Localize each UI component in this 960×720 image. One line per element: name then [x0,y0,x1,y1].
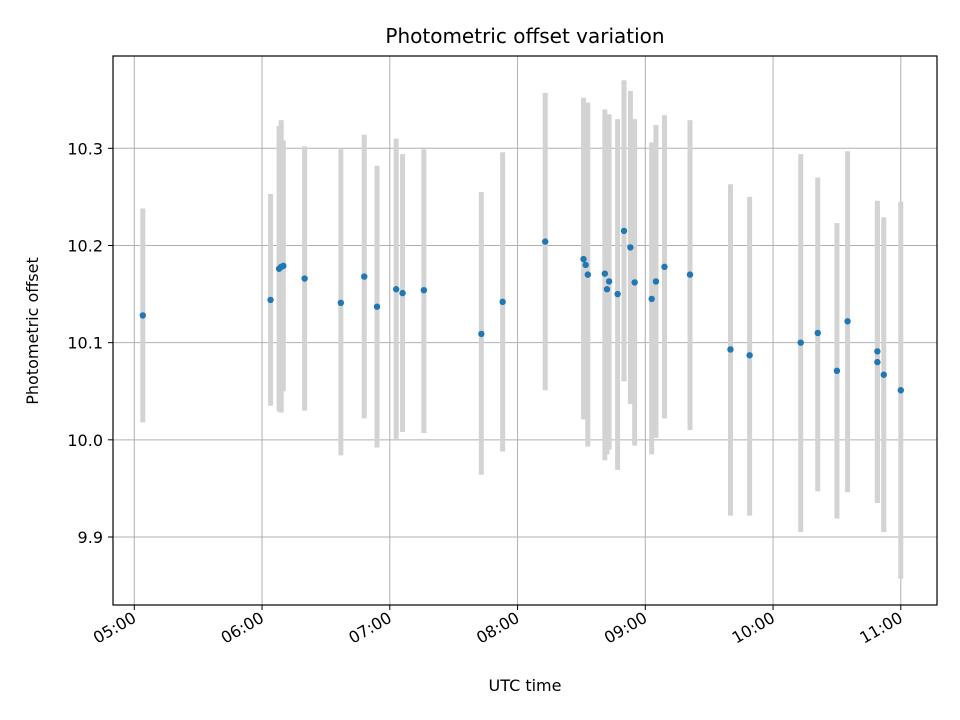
data-point [874,348,881,355]
data-point [603,286,611,293]
data-point [897,387,905,394]
data-point [361,273,368,280]
data-point [499,298,506,306]
data-point [614,290,621,298]
data-point [652,278,660,285]
plot-frame [112,55,938,606]
data-point [301,275,308,282]
data-point [542,238,549,245]
data-point [373,303,381,310]
data-point [399,289,406,297]
data-point [582,261,589,269]
data-point [584,271,592,278]
data-point [631,279,638,286]
data-point [627,244,634,251]
data-point [420,286,428,294]
data-point [686,271,694,278]
data-point [620,227,628,235]
y-tick-label: 10.0 [67,431,103,450]
data-points [139,227,905,394]
data-point [648,295,655,303]
y-tick-label: 9.9 [78,528,103,547]
data-point [139,312,147,319]
y-axis: 9.9 10.0 10.1 10.2 10.3 [67,139,113,547]
data-point [280,262,287,270]
data-point [797,339,804,346]
data-point [392,286,400,293]
data-point [605,278,613,285]
data-point [727,346,734,353]
data-point [478,330,485,338]
data-point [844,318,851,325]
x-axis-label: UTC time [489,676,562,695]
data-point [601,270,609,277]
data-point [267,296,274,304]
data-point [580,255,587,263]
data-point [814,329,821,337]
data-point [833,367,841,375]
chart-title: Photometric offset variation [385,24,664,48]
data-point [746,352,753,359]
data-point [880,371,887,378]
y-tick-label: 10.1 [67,334,103,353]
data-point [337,299,345,307]
data-point [661,263,668,271]
data-point [874,358,881,366]
y-axis-label: Photometric offset [23,257,42,405]
y-tick-label: 10.2 [67,236,103,255]
y-tick-label: 10.3 [67,139,103,158]
